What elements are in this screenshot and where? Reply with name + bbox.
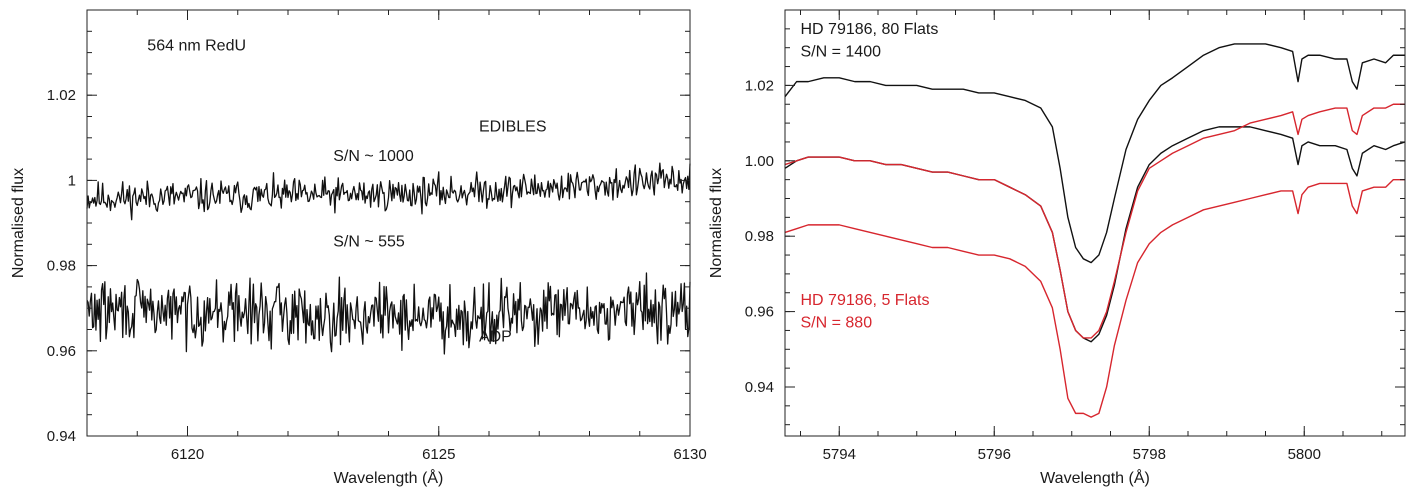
- spectrum-series-line-3: [784, 103, 1405, 339]
- y-tick-label: 0.98: [47, 258, 76, 275]
- annotation-label: HD 79186, 5 Flats: [801, 292, 930, 309]
- y-tick-label: 1.02: [47, 87, 76, 104]
- y-tick-label: 0.94: [745, 379, 774, 396]
- annotation-label: S/N ~ 555: [333, 233, 405, 250]
- y-tick-label: 1.00: [745, 153, 774, 170]
- annotation-label: S/N ~ 1000: [333, 148, 414, 165]
- annotation-label: ADP: [479, 328, 512, 345]
- y-axis-label: Normalised flux: [10, 168, 27, 278]
- y-tick-label: 0.96: [745, 304, 774, 321]
- x-tick-label: 5800: [1288, 446, 1321, 463]
- y-tick-label: 1.02: [745, 77, 774, 94]
- y-tick-label: 0.98: [745, 228, 774, 245]
- spectrum-series-line-1: [784, 43, 1405, 264]
- x-tick-label: 5794: [823, 446, 856, 463]
- plot-frame: [784, 9, 1406, 437]
- spectrum-series-line-4: [784, 178, 1405, 418]
- annotation-label: S/N = 1400: [801, 43, 882, 60]
- y-axis-label: Normalised flux: [708, 168, 725, 278]
- x-tick-label: 5798: [1133, 446, 1166, 463]
- y-tick-label: 1: [68, 172, 76, 189]
- spectrum-series-line-2: [86, 272, 691, 355]
- plot-frame: [86, 9, 691, 437]
- x-tick-label: 6120: [171, 446, 204, 463]
- annotation-label: EDIBLES: [479, 118, 547, 135]
- x-axis-label: Wavelength (Å): [1040, 468, 1150, 487]
- annotation-label: S/N = 880: [801, 314, 873, 331]
- right-panel-5797-dib-flats: 5794 5796 5798 5800 0.94 0.96 0.98 1.00 1.02 Wave…: [708, 9, 1406, 487]
- y-tick-label: 0.94: [47, 428, 76, 445]
- spectrum-series-line-1: [86, 162, 691, 221]
- x-tick-label: 6125: [422, 446, 455, 463]
- annotation-label: 564 nm RedU: [147, 37, 246, 54]
- y-tick-label: 0.96: [47, 343, 76, 360]
- x-tick-label: 5796: [978, 446, 1011, 463]
- x-tick-label: 6130: [673, 446, 706, 463]
- left-panel-edibles-vs-adp: 6120 6125 6130 0.94 0.96 0.98 1 1.02 Wavelength …: [10, 9, 707, 487]
- x-axis-label: Wavelength (Å): [334, 468, 444, 487]
- annotation-label: HD 79186, 80 Flats: [801, 21, 939, 38]
